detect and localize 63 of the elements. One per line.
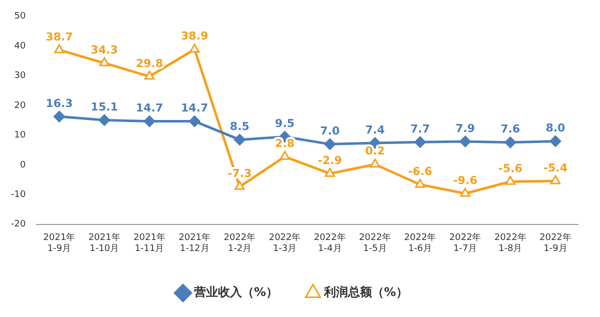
point — [370, 158, 380, 168]
y-tick-label: 40 — [14, 41, 26, 52]
point — [98, 114, 110, 126]
point — [234, 180, 245, 190]
x-tick-label: 2022年 1-5月 — [359, 232, 391, 254]
y-tick-label: 30 — [14, 71, 26, 82]
data-label: -5.4 — [543, 161, 568, 174]
point — [234, 134, 246, 146]
y-tick-label: 0 — [20, 160, 26, 170]
data-label: 15.1 — [90, 100, 118, 114]
point — [144, 116, 156, 128]
data-label: 7.7 — [410, 122, 430, 136]
point — [188, 116, 200, 128]
data-label: 7.4 — [365, 123, 386, 136]
y-tick-label: 10 — [14, 130, 26, 141]
point — [460, 188, 470, 197]
data-label: 14.7 — [181, 102, 208, 115]
x-tick-label: 2021年 1-12月 — [178, 232, 211, 254]
x-tick-label: 2022年 1-2月 — [224, 232, 256, 254]
data-label: 7.6 — [500, 122, 520, 136]
data-label: -2.9 — [318, 154, 342, 167]
legend-label: 利润总额（%） — [323, 285, 408, 300]
point — [280, 150, 290, 160]
point — [550, 175, 561, 184]
data-label: 8.5 — [230, 120, 250, 134]
point — [550, 135, 562, 147]
y-tick-label: -10 — [10, 190, 26, 200]
data-label: 9.5 — [275, 117, 295, 130]
data-label: -9.6 — [453, 174, 478, 187]
data-label: 38.7 — [46, 30, 73, 44]
x-tick-label: 2022年 1-6月 — [404, 232, 436, 254]
data-label: 7.0 — [320, 124, 340, 138]
legend-label: 营业收入（%） — [192, 285, 278, 300]
point — [415, 178, 426, 188]
y-tick-label: 50 — [14, 12, 26, 22]
x-tick-label: 2022年 1-4月 — [314, 232, 346, 254]
point — [505, 176, 516, 185]
data-label: 38.9 — [181, 30, 208, 43]
x-tick-label: 2022年 1-8月 — [494, 232, 526, 254]
point — [54, 110, 66, 122]
point — [504, 136, 516, 148]
data-label: 0.2 — [365, 144, 385, 158]
point — [324, 138, 336, 150]
y-tick-label: 20 — [14, 100, 26, 111]
data-label: 2.8 — [275, 137, 295, 150]
x-tick-label: 2021年 1-9月 — [43, 232, 76, 254]
data-label: -5.6 — [498, 162, 523, 175]
point — [459, 136, 471, 148]
data-label: 7.9 — [455, 122, 475, 135]
x-tick-label: 2022年 1-3月 — [268, 232, 301, 254]
data-label: 14.7 — [136, 102, 164, 115]
x-tick-label: 2022年 1-9月 — [539, 232, 572, 254]
data-label: -6.6 — [408, 164, 432, 178]
data-label: 16.3 — [46, 96, 73, 110]
point — [324, 168, 335, 177]
y-tick-label: -20 — [10, 220, 26, 230]
data-label: 34.3 — [90, 43, 118, 56]
data-label: 29.8 — [136, 56, 164, 70]
x-tick-label: 2021年 1-10月 — [88, 232, 120, 254]
x-tick-label: 2022年 1-7月 — [449, 232, 482, 254]
x-tick-label: 2021年 1-11月 — [134, 232, 166, 254]
data-label: 8.0 — [546, 122, 566, 135]
point — [414, 136, 426, 148]
